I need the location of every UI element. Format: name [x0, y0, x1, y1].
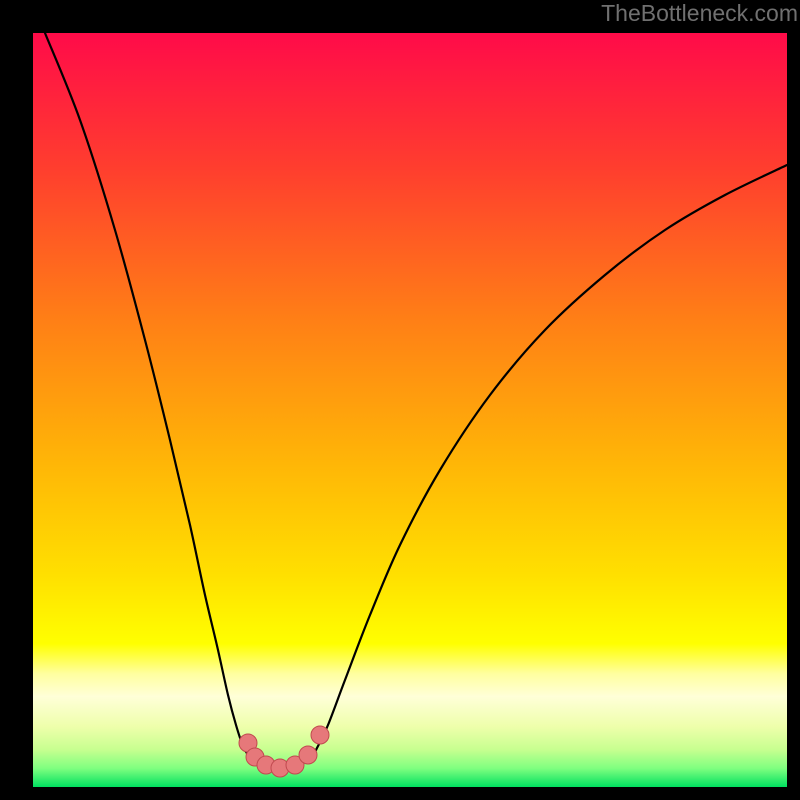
marker-point [311, 726, 329, 744]
bottleneck-curve-left [45, 33, 250, 758]
curve-layer [0, 0, 800, 800]
watermark-text: TheBottleneck.com [601, 0, 798, 27]
marker-group [239, 726, 329, 777]
bottleneck-curve-right [316, 165, 787, 750]
marker-point [299, 746, 317, 764]
chart-canvas: TheBottleneck.com [0, 0, 800, 800]
